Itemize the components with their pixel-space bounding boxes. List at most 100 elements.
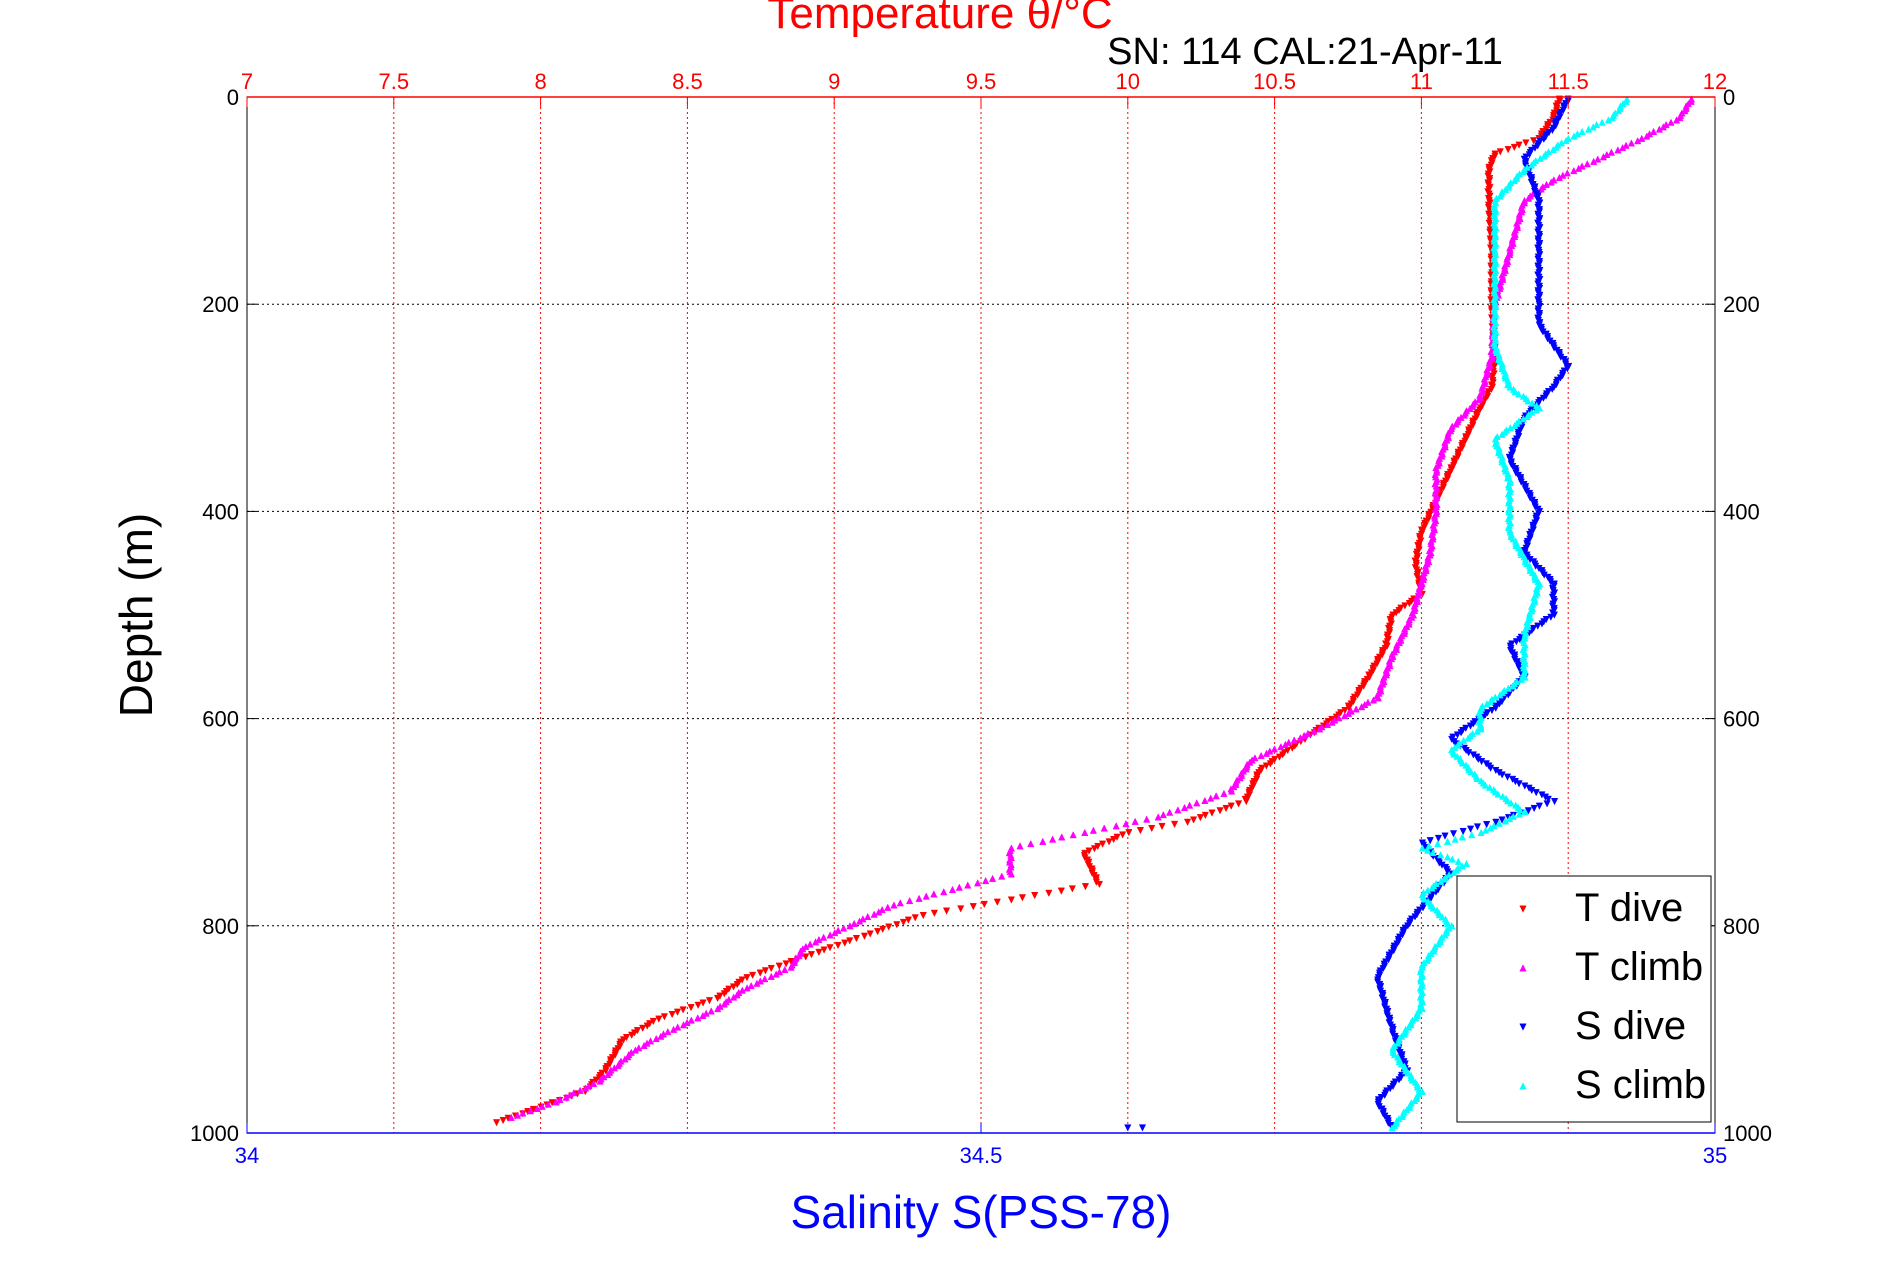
data-point bbox=[1607, 148, 1616, 156]
data-point bbox=[1672, 116, 1681, 124]
data-point bbox=[1486, 783, 1494, 791]
data-point bbox=[668, 1010, 676, 1019]
data-point bbox=[1122, 819, 1130, 828]
data-point bbox=[761, 974, 769, 983]
data-point bbox=[940, 888, 948, 896]
data-point bbox=[687, 1016, 695, 1024]
data-point bbox=[674, 1023, 682, 1031]
data-point bbox=[1452, 420, 1460, 428]
data-point bbox=[1154, 813, 1162, 821]
data-point bbox=[526, 1107, 535, 1115]
data-point bbox=[1532, 789, 1540, 797]
data-point bbox=[1512, 638, 1521, 646]
data-point bbox=[1095, 880, 1104, 889]
data-point bbox=[1492, 818, 1500, 826]
data-point bbox=[1547, 178, 1555, 186]
data-point bbox=[1183, 818, 1192, 826]
data-point bbox=[519, 1109, 527, 1117]
data-point bbox=[1501, 185, 1510, 193]
data-point bbox=[1159, 810, 1167, 819]
data-point bbox=[1429, 904, 1437, 912]
data-point bbox=[795, 951, 803, 960]
legend-box bbox=[1456, 875, 1712, 1123]
y-tick-label-left: 0 bbox=[227, 85, 239, 110]
data-point bbox=[1465, 749, 1473, 757]
data-point bbox=[840, 924, 848, 932]
data-point bbox=[884, 903, 892, 911]
data-point bbox=[906, 896, 914, 905]
data-point bbox=[1460, 411, 1468, 419]
data-point bbox=[1487, 764, 1495, 772]
data-point bbox=[1081, 883, 1090, 891]
data-point bbox=[499, 1116, 507, 1125]
data-point bbox=[1212, 792, 1220, 800]
data-point bbox=[1509, 682, 1517, 690]
data-point bbox=[1504, 796, 1512, 805]
data-point bbox=[1486, 697, 1494, 706]
data-point bbox=[1468, 831, 1476, 839]
data-point bbox=[1593, 120, 1601, 129]
chart-title: Temperature θ/°C bbox=[767, 0, 1112, 38]
x-bottom-tick-label: 35 bbox=[1703, 1143, 1727, 1168]
x-top-tick-label: 11 bbox=[1410, 69, 1433, 94]
data-point bbox=[998, 872, 1006, 880]
data-point bbox=[1449, 830, 1458, 838]
data-point bbox=[1473, 823, 1482, 831]
data-point bbox=[639, 1024, 647, 1033]
data-point bbox=[655, 1015, 663, 1023]
data-point bbox=[1364, 698, 1372, 706]
data-point bbox=[1515, 390, 1523, 398]
y-tick-label-right: 600 bbox=[1723, 707, 1760, 732]
data-point bbox=[743, 984, 751, 992]
data-point bbox=[713, 994, 722, 1003]
data-point bbox=[1578, 162, 1586, 170]
data-point bbox=[1438, 913, 1446, 921]
data-point bbox=[1475, 395, 1483, 404]
data-point bbox=[635, 1044, 643, 1052]
data-point bbox=[1418, 1087, 1426, 1096]
data-point bbox=[576, 1086, 584, 1094]
data-point bbox=[1193, 799, 1201, 807]
y-tick-label-right: 400 bbox=[1723, 499, 1760, 524]
data-point bbox=[1578, 127, 1586, 135]
data-point bbox=[1619, 143, 1627, 152]
data-point bbox=[1045, 889, 1053, 897]
y-tick-label-left: 400 bbox=[202, 499, 239, 524]
data-point bbox=[1503, 773, 1512, 781]
data-point bbox=[1509, 812, 1517, 820]
data-point bbox=[1424, 846, 1432, 854]
data-point bbox=[702, 1009, 710, 1017]
data-point bbox=[1450, 868, 1458, 876]
data-point bbox=[982, 876, 990, 885]
data-point bbox=[772, 970, 780, 978]
data-point bbox=[1477, 828, 1485, 837]
data-point bbox=[1027, 839, 1035, 848]
data-point bbox=[1434, 839, 1442, 848]
data-point bbox=[673, 1008, 682, 1016]
data-point bbox=[864, 912, 872, 921]
data-point bbox=[1458, 759, 1466, 767]
data-point bbox=[1614, 106, 1623, 115]
data-point bbox=[1562, 136, 1570, 145]
data-point bbox=[878, 905, 886, 914]
data-point bbox=[1504, 146, 1512, 154]
data-point bbox=[787, 963, 795, 971]
data-point bbox=[1510, 143, 1518, 152]
data-point bbox=[1590, 157, 1598, 165]
data-point bbox=[1530, 804, 1538, 813]
data-point bbox=[729, 983, 738, 991]
data-point bbox=[533, 1104, 541, 1113]
data-point bbox=[1655, 125, 1663, 133]
data-point bbox=[1573, 130, 1582, 138]
x-top-tick-label: 10.5 bbox=[1253, 69, 1296, 94]
data-point bbox=[1174, 806, 1182, 814]
data-point bbox=[1105, 838, 1113, 846]
data-point bbox=[1352, 705, 1360, 713]
series-t-climb bbox=[507, 95, 1696, 1121]
data-point bbox=[826, 931, 834, 939]
data-point bbox=[1477, 725, 1485, 733]
data-point bbox=[811, 938, 820, 946]
legend-marker bbox=[1519, 964, 1527, 972]
data-point bbox=[930, 890, 938, 898]
